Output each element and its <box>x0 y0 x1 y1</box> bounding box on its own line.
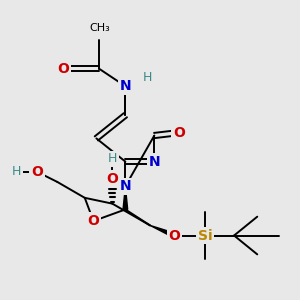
Text: H: H <box>108 152 117 165</box>
Text: O: O <box>88 214 99 228</box>
Polygon shape <box>123 186 128 209</box>
Text: Si: Si <box>198 229 212 242</box>
Text: CH₃: CH₃ <box>89 22 110 33</box>
Text: O: O <box>169 229 181 242</box>
Text: O: O <box>57 62 69 76</box>
Text: H: H <box>12 165 21 178</box>
Text: N: N <box>119 79 131 93</box>
Text: N: N <box>119 179 131 193</box>
Text: O: O <box>31 165 43 179</box>
Text: O: O <box>173 126 185 140</box>
Text: H: H <box>142 71 152 84</box>
Polygon shape <box>150 225 176 238</box>
Text: O: O <box>106 172 118 186</box>
Text: N: N <box>148 154 160 169</box>
